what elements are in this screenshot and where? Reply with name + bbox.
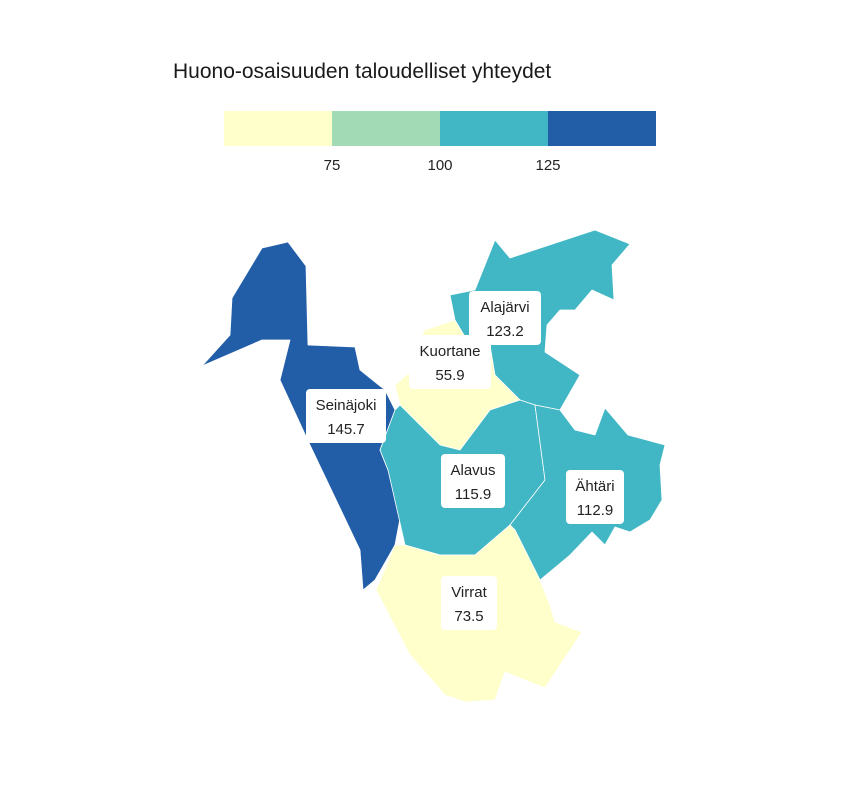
- region-label-virrat: Virrat 73.5: [441, 576, 497, 630]
- region-label-alavus: Alavus 115.9: [441, 454, 505, 508]
- region-name-label: Ähtäri: [575, 478, 614, 495]
- legend-bin-3: [440, 111, 548, 146]
- region-value-label: 115.9: [455, 486, 491, 503]
- region-label-alajarvi: Alajärvi 123.2: [469, 291, 541, 345]
- legend-tick-75: 75: [324, 157, 341, 174]
- region-name-label: Virrat: [451, 584, 487, 601]
- legend: 75 100 125: [224, 111, 656, 174]
- legend-bin-4: [548, 111, 656, 146]
- region-name-label: Seinäjoki: [316, 397, 377, 414]
- region-value-label: 112.9: [577, 502, 613, 519]
- region-label-box: [306, 389, 386, 443]
- region-labels: Seinäjoki145.7Kuortane55.9Alajärvi123.2A…: [306, 291, 624, 630]
- region-name-label: Alajärvi: [480, 299, 529, 316]
- region-value-label: 145.7: [327, 421, 365, 438]
- region-label-ahtari: Ähtäri 112.9: [566, 470, 624, 524]
- municipality-regions: [201, 229, 666, 703]
- region-name-label: Alavus: [450, 462, 495, 479]
- region-label-box: [441, 576, 497, 630]
- region-value-label: 55.9: [435, 367, 464, 384]
- region-label-box: [409, 335, 491, 389]
- map-title: Huono-osaisuuden taloudelliset yhteydet: [173, 60, 551, 83]
- region-value-label: 123.2: [486, 323, 524, 340]
- region-name-label: Kuortane: [420, 343, 481, 360]
- region-label-kuortane: Kuortane 55.9: [409, 335, 491, 389]
- region-label-box: [566, 470, 624, 524]
- legend-tick-125: 125: [535, 157, 560, 174]
- legend-bin-1: [224, 111, 332, 146]
- region-label-seinajoki: Seinäjoki 145.7: [306, 389, 386, 443]
- region-label-box: [469, 291, 541, 345]
- region-label-box: [441, 454, 505, 508]
- legend-bin-2: [332, 111, 440, 146]
- region-value-label: 73.5: [454, 608, 483, 625]
- legend-tick-100: 100: [427, 157, 452, 174]
